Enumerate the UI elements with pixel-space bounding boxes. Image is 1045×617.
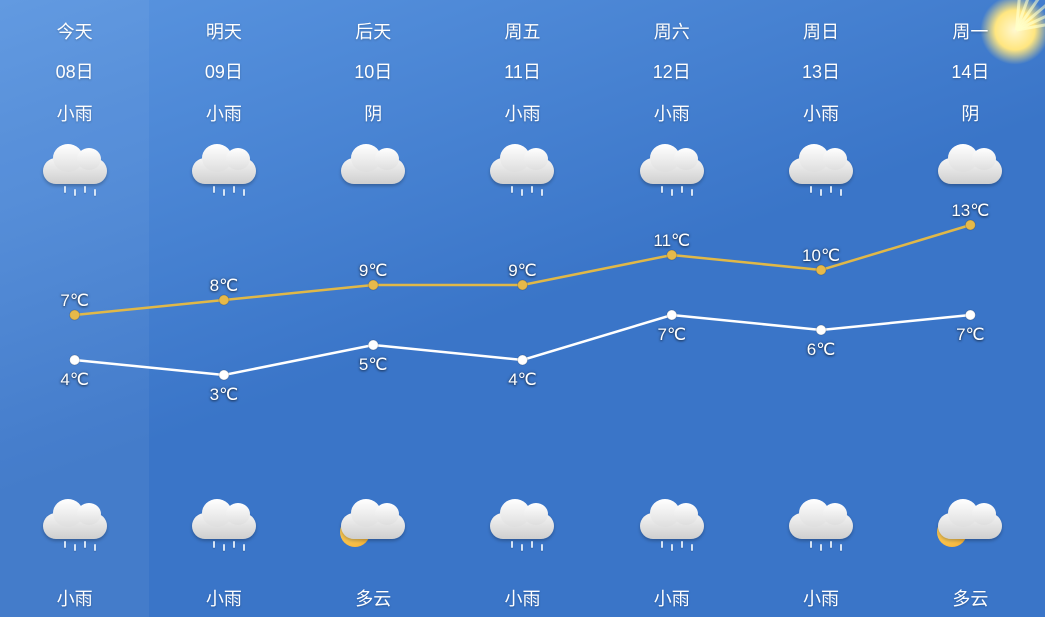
day-column[interactable]: 周一 14日 阴 多云 (896, 0, 1045, 617)
day-column[interactable]: 周日 13日 小雨 小雨 (746, 0, 895, 617)
condition-top: 小雨 (149, 100, 298, 126)
day-label: 今天 (0, 18, 149, 44)
day-label: 周一 (896, 18, 1045, 44)
date-label: 10日 (299, 58, 448, 84)
high-temp-label: 10℃ (802, 246, 840, 266)
high-temp-label: 9℃ (508, 261, 537, 281)
weather-icon-top (328, 140, 418, 210)
day-column[interactable]: 后天 10日 阴 多云 (299, 0, 448, 617)
date-label: 13日 (746, 58, 895, 84)
low-temp-label: 6℃ (807, 340, 836, 360)
forecast-columns: 今天 08日 小雨 小雨 明天 09日 小雨 小雨 后天 10日 阴 多云 周五… (0, 0, 1045, 617)
low-temp-label: 4℃ (508, 370, 537, 390)
day-label: 周五 (448, 18, 597, 44)
weather-icon-bottom (328, 495, 418, 565)
weather-icon-bottom (925, 495, 1015, 565)
day-column[interactable]: 明天 09日 小雨 小雨 (149, 0, 298, 617)
condition-bottom: 多云 (299, 585, 448, 611)
weather-icon-bottom (179, 495, 269, 565)
day-label: 周日 (746, 18, 895, 44)
condition-top: 小雨 (597, 100, 746, 126)
date-label: 11日 (448, 58, 597, 84)
day-label: 明天 (149, 18, 298, 44)
condition-bottom: 小雨 (149, 585, 298, 611)
day-column[interactable]: 周五 11日 小雨 小雨 (448, 0, 597, 617)
low-temp-label: 7℃ (956, 325, 985, 345)
day-label: 周六 (597, 18, 746, 44)
low-temp-label: 3℃ (210, 385, 239, 405)
day-column[interactable]: 周六 12日 小雨 小雨 (597, 0, 746, 617)
weather-icon-bottom (30, 495, 120, 565)
weather-icon-bottom (477, 495, 567, 565)
condition-top: 阴 (299, 100, 448, 126)
weather-icon-top (477, 140, 567, 210)
condition-top: 小雨 (0, 100, 149, 126)
date-label: 08日 (0, 58, 149, 84)
high-temp-label: 13℃ (951, 201, 989, 221)
day-label: 后天 (299, 18, 448, 44)
weather-icon-bottom (776, 495, 866, 565)
condition-bottom: 小雨 (597, 585, 746, 611)
date-label: 12日 (597, 58, 746, 84)
date-label: 14日 (896, 58, 1045, 84)
weather-icon-top (627, 140, 717, 210)
condition-bottom: 小雨 (448, 585, 597, 611)
condition-top: 小雨 (746, 100, 895, 126)
low-temp-label: 4℃ (60, 370, 89, 390)
low-temp-label: 5℃ (359, 355, 388, 375)
weather-icon-bottom (627, 495, 717, 565)
condition-top: 小雨 (448, 100, 597, 126)
condition-bottom: 小雨 (746, 585, 895, 611)
high-temp-label: 11℃ (653, 231, 690, 251)
condition-top: 阴 (896, 100, 1045, 126)
condition-bottom: 小雨 (0, 585, 149, 611)
weather-icon-top (776, 140, 866, 210)
high-temp-label: 7℃ (60, 291, 89, 311)
date-label: 09日 (149, 58, 298, 84)
high-temp-label: 8℃ (210, 276, 239, 296)
low-temp-label: 7℃ (658, 325, 687, 345)
condition-bottom: 多云 (896, 585, 1045, 611)
weather-icon-top (925, 140, 1015, 210)
high-temp-label: 9℃ (359, 261, 388, 281)
weather-icon-top (179, 140, 269, 210)
weather-icon-top (30, 140, 120, 210)
